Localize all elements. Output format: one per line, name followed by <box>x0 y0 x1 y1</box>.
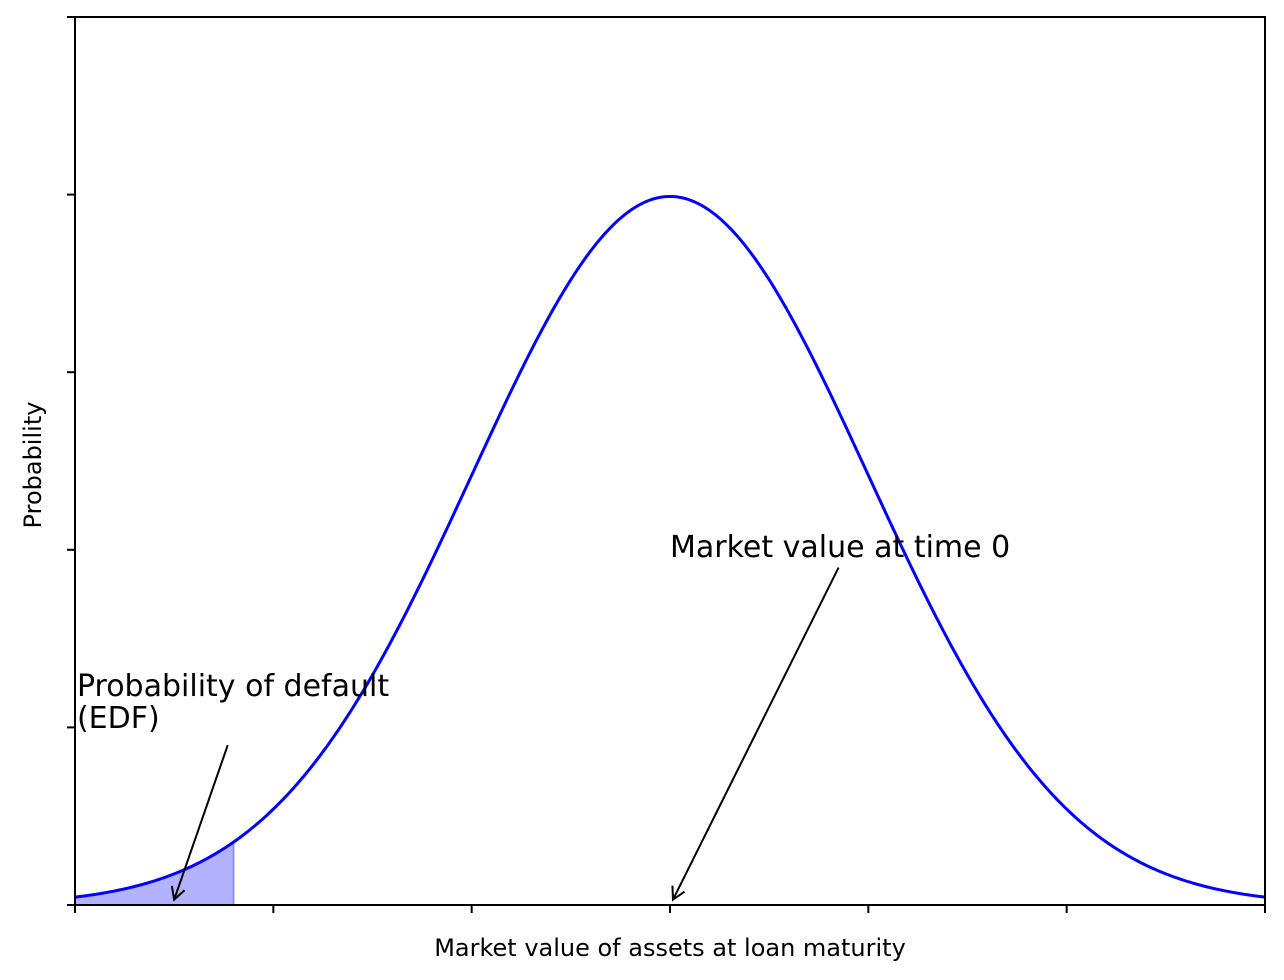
annotation-text: Probability of default (EDF) <box>77 669 389 736</box>
arrow-head <box>170 885 186 902</box>
annotation-text: Market value at time 0 <box>670 530 1010 565</box>
default-probability-area <box>74 840 235 906</box>
annotation-arrow <box>173 744 229 900</box>
y-axis-label: Probability <box>19 402 47 529</box>
axes-frame <box>74 16 1266 906</box>
annotation-arrow <box>672 567 840 901</box>
arrow-head <box>671 885 686 902</box>
normal-distribution-curve <box>74 194 1266 899</box>
x-axis-label: Market value of assets at loan maturity <box>434 934 906 962</box>
